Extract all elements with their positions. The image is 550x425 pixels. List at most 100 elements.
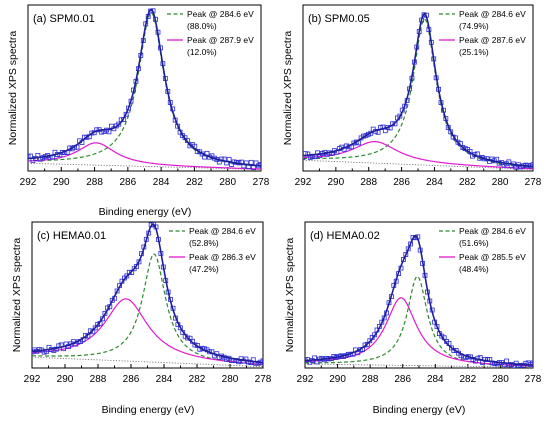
x-tick-label: 278 [253,177,270,188]
data-point [185,335,191,341]
x-tick-label: 290 [328,177,345,188]
data-point [36,347,42,352]
component-peak-2 [28,142,261,170]
legend-label: Peak @ 285.5 eV [459,252,526,262]
x-tick-label: 286 [394,374,411,385]
envelope-fit-line [303,12,533,168]
legend-label: Peak @ 287.9 eV [187,35,254,45]
x-tick-label: 280 [222,374,239,385]
legend-share: (88.0%) [187,21,217,31]
panel-4: 292 290 288 286 284 282 280 278 Binding energy (… [284,221,542,416]
legend-label: Peak @ 284.6 eV [459,9,526,19]
component-peak-1 [303,18,533,168]
data-point [248,159,254,165]
data-point [365,131,371,137]
x-tick-label: 286 [120,177,137,188]
x-tick-label: 290 [53,177,70,188]
x-tick-label: 284 [426,177,443,188]
x-tick-label: 280 [492,177,509,188]
legend-label: Peak @ 284.6 eV [189,226,256,236]
x-tick-label: 286 [123,374,140,385]
x-axis-label: Binding energy (eV) [99,206,192,218]
x-tick-label: 284 [156,374,173,385]
x-tick-label: 288 [362,374,379,385]
plot-area [303,12,533,170]
component-peak-1 [305,275,533,367]
data-point [530,162,533,168]
component-peak-2 [32,298,263,366]
y-axis-label: Normalized XPS spectra [282,31,294,146]
y-axis-label: Normalized XPS spectra [11,238,23,353]
x-tick-label: 288 [86,177,103,188]
data-point [303,155,306,160]
legend-share: (12.0%) [187,47,217,57]
x-tick-label: 288 [360,177,377,188]
data-point [351,140,357,146]
legend-label: Peak @ 287.6 eV [459,35,526,45]
envelope-fit-line [28,8,261,167]
data-point [353,139,359,145]
data-point [84,134,90,140]
legend-label: Peak @ 284.6 eV [459,226,526,236]
x-tick-label: 292 [24,374,41,385]
x-tick-label: 292 [295,177,312,188]
envelope-fit-line [305,235,533,366]
x-tick-label: 288 [90,374,107,385]
background-line [28,162,261,170]
data-point [518,363,524,368]
legend-label: Peak @ 284.6 eV [187,9,254,19]
panel-1: 292 290 288 286 284 282 280 278 Binding energy (… [7,4,270,218]
data-point [455,139,461,145]
x-tick-label: 286 [393,177,410,188]
x-tick-label: 278 [525,177,542,188]
x-tick-label: 282 [186,177,203,188]
data-point [258,161,261,167]
panel-title: (c) HEMA0.01 [37,230,106,242]
legend-share: (48.4%) [459,264,489,274]
data-point [116,121,122,127]
data-point [530,360,533,366]
x-tick-label: 278 [525,374,542,385]
plot-area [305,234,533,368]
x-tick-label: 292 [20,177,37,188]
panel-3: 292 290 288 286 284 282 280 278 Binding energy (… [11,221,272,416]
data-point [124,273,130,279]
component-peak-2 [303,141,533,170]
data-point [32,347,37,353]
x-tick-label: 282 [459,177,476,188]
x-tick-label: 284 [153,177,170,188]
x-tick-label: 280 [492,374,509,385]
background-line [303,159,533,170]
data-point [367,338,373,344]
x-tick-label: 282 [189,374,206,385]
panel-title: (a) SPM0.01 [33,13,95,25]
x-tick-label: 290 [57,374,74,385]
legend-share: (74.9%) [459,21,489,31]
x-axis-label: Binding energy (eV) [373,404,466,416]
panel-title: (b) SPM0.05 [308,13,370,25]
y-axis-label: Normalized XPS spectra [284,238,296,353]
panel-title: (d) HEMA0.02 [310,230,380,242]
data-point [260,358,263,364]
legend-share: (52.8%) [189,238,219,248]
panel-2: 292 290 288 286 284 282 280 278 Normalized XPS s… [282,4,542,188]
envelope-fit-line [32,223,263,364]
data-point [363,133,369,138]
data-point [255,360,261,366]
x-tick-label: 280 [219,177,236,188]
x-axis-label: Binding energy (eV) [102,404,195,416]
legend-share: (51.6%) [459,238,489,248]
data-point [253,160,259,166]
x-tick-label: 290 [329,374,346,385]
x-tick-label: 282 [460,374,477,385]
plot-area [28,8,261,171]
x-tick-label: 292 [297,374,314,385]
legend-share: (25.1%) [459,47,489,57]
legend-label: Peak @ 286.3 eV [189,252,256,262]
data-point [460,145,466,150]
data-point [92,325,98,331]
y-axis-label: Normalized XPS spectra [7,31,19,146]
x-tick-label: 284 [427,374,444,385]
data-point [95,322,101,327]
